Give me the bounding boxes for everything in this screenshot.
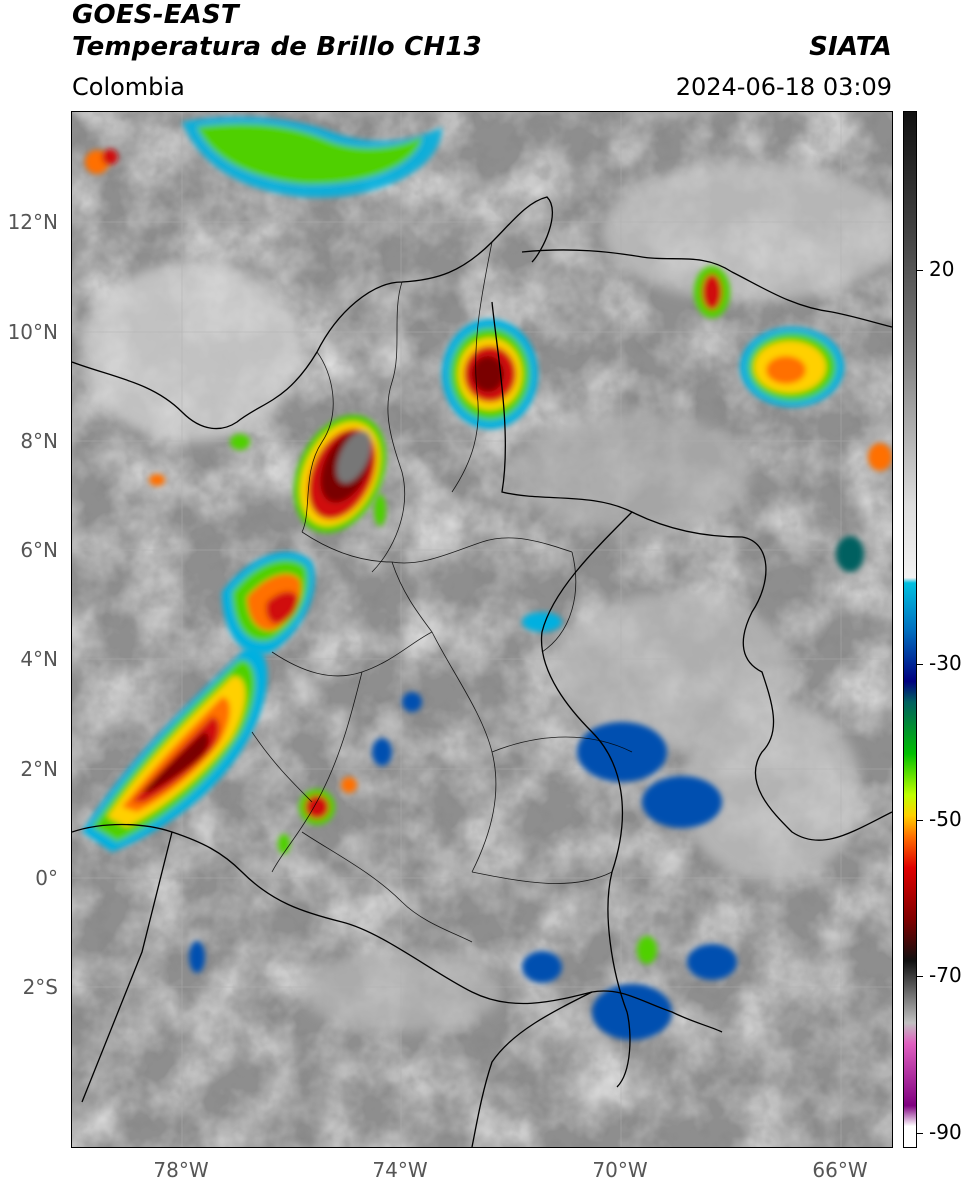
datetime-label: 2024-06-18 03:09	[675, 73, 892, 101]
colorbar-tick-minus30	[917, 664, 923, 665]
satellite-map[interactable]	[71, 111, 893, 1148]
lat-tick-2n: 2°N	[20, 757, 58, 781]
region-label: Colombia	[72, 73, 185, 101]
brand-label: SIATA	[809, 32, 892, 62]
colorbar-label-minus70: -70	[929, 963, 962, 987]
colorbar-label-minus50: -50	[929, 807, 962, 831]
storm-amazon-blue	[189, 536, 864, 1040]
storm-antioquia	[293, 415, 387, 533]
lon-tick-70w: 70°W	[592, 1158, 648, 1182]
colorbar-tick-minus70	[917, 976, 923, 977]
colorbar-tick-20	[917, 270, 923, 271]
colorbar-tick-minus90	[917, 1133, 923, 1134]
colorbar-label-minus90: -90	[929, 1120, 962, 1144]
storm-choco	[222, 552, 315, 654]
colorbar-tick-minus50	[917, 820, 923, 821]
lat-tick-2s: 2°S	[22, 975, 58, 999]
storm-caribbean-north	[85, 116, 442, 198]
lon-tick-78w: 78°W	[153, 1158, 209, 1182]
storm-venezuela	[694, 266, 892, 471]
lat-tick-0: 0°	[35, 866, 58, 890]
storm-pacific-sw	[82, 646, 268, 852]
lon-tick-66w: 66°W	[812, 1158, 868, 1182]
satellite-title: GOES-EAST	[72, 0, 239, 30]
lat-tick-10n: 10°N	[7, 320, 58, 344]
lat-tick-8n: 8°N	[20, 429, 58, 453]
map-canvas	[72, 112, 892, 1147]
lat-tick-6n: 6°N	[20, 538, 58, 562]
temperature-colorbar	[903, 111, 917, 1148]
product-title: Temperatura de Brillo CH13	[72, 32, 482, 62]
colorbar-label-minus30: -30	[929, 651, 962, 675]
lon-tick-74w: 74°W	[372, 1158, 428, 1182]
lat-tick-4n: 4°N	[20, 647, 58, 671]
bright-cloud-areas	[82, 162, 892, 1032]
colorbar-label-20: 20	[929, 257, 955, 281]
grid-lines	[72, 112, 892, 1147]
country-borders	[72, 196, 892, 1147]
department-borders	[251, 241, 633, 943]
storm-cesar	[442, 319, 538, 429]
lat-tick-12n: 12°N	[7, 210, 58, 234]
